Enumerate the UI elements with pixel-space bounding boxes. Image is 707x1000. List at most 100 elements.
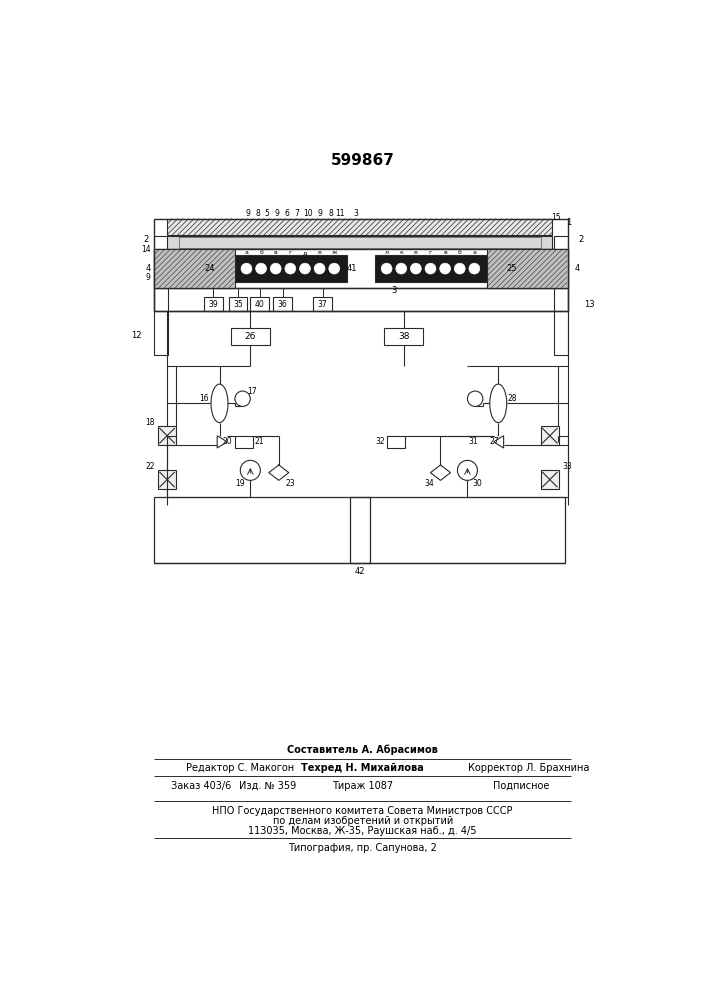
Ellipse shape (490, 384, 507, 423)
Text: по делам изобретений и открытий: по делам изобретений и открытий (273, 816, 453, 826)
Ellipse shape (211, 384, 228, 423)
Bar (154, 235, 168, 355)
Bar (235, 436, 253, 448)
Text: НПО Государственного комитета Совета Министров СССР: НПО Государственного комитета Совета Мин… (213, 806, 513, 816)
Text: г: г (428, 250, 432, 255)
Bar (486, 249, 568, 288)
Circle shape (270, 263, 281, 274)
Bar (375, 255, 486, 282)
Text: к: к (399, 250, 403, 255)
Text: Тираж 1087: Тираж 1087 (332, 781, 393, 791)
Bar (229, 297, 247, 311)
Text: 28: 28 (508, 394, 517, 403)
Text: 19: 19 (235, 479, 245, 488)
Text: Изд. № 359: Изд. № 359 (239, 781, 296, 791)
Bar (154, 219, 568, 311)
Text: ж: ж (332, 250, 337, 255)
Text: 9: 9 (275, 209, 280, 218)
Circle shape (425, 263, 436, 274)
Text: 12: 12 (131, 331, 141, 340)
Bar (158, 426, 176, 445)
Text: 38: 38 (398, 332, 409, 341)
Bar (350, 497, 565, 563)
Circle shape (240, 460, 260, 480)
Circle shape (411, 263, 421, 274)
Text: 9: 9 (146, 273, 151, 282)
Text: Подписное: Подписное (493, 781, 549, 791)
Circle shape (457, 460, 477, 480)
Circle shape (314, 263, 325, 274)
Bar (154, 249, 568, 288)
Text: 3: 3 (354, 209, 358, 218)
Text: 8: 8 (256, 209, 260, 218)
Text: л: л (385, 250, 389, 255)
Text: 33: 33 (563, 462, 573, 471)
Text: 11: 11 (336, 209, 345, 218)
Bar (158, 470, 176, 489)
Text: 599867: 599867 (331, 153, 395, 168)
Bar (167, 235, 552, 249)
Text: 30: 30 (472, 479, 482, 488)
Text: Составитель А. Абрасимов: Составитель А. Абрасимов (287, 745, 438, 755)
Text: 17: 17 (247, 387, 257, 396)
Circle shape (300, 263, 310, 274)
Circle shape (381, 263, 392, 274)
Bar (235, 255, 346, 282)
Circle shape (455, 263, 465, 274)
Bar (179, 237, 541, 248)
Text: г: г (288, 250, 292, 255)
Circle shape (241, 263, 252, 274)
Text: 27: 27 (489, 437, 499, 446)
Text: 113035, Москва, Ж-35, Раушская наб., д. 4/5: 113035, Москва, Ж-35, Раушская наб., д. … (248, 826, 477, 836)
Circle shape (469, 263, 480, 274)
Text: 42: 42 (354, 567, 365, 576)
Text: 14: 14 (141, 245, 151, 254)
Text: 3: 3 (392, 286, 397, 295)
Text: в: в (274, 250, 278, 255)
Text: 23: 23 (286, 479, 295, 488)
Circle shape (440, 263, 450, 274)
Text: 20: 20 (223, 437, 232, 446)
Text: Техред Н. Михайлова: Техред Н. Михайлова (301, 763, 424, 773)
Bar (387, 436, 405, 448)
Text: 13: 13 (584, 300, 595, 309)
Bar (154, 497, 370, 563)
Text: 6: 6 (284, 209, 289, 218)
Text: в: в (443, 250, 447, 255)
Text: б: б (259, 250, 263, 255)
Text: Редактор С. Макогон: Редактор С. Макогон (187, 763, 295, 773)
Text: 8: 8 (328, 209, 333, 218)
Text: 5: 5 (265, 209, 269, 218)
Text: 41: 41 (346, 264, 357, 273)
Circle shape (329, 263, 339, 274)
Text: 35: 35 (233, 300, 243, 309)
Text: 34: 34 (424, 479, 434, 488)
Text: 2: 2 (579, 235, 584, 244)
Bar (313, 297, 332, 311)
Text: а: а (245, 250, 248, 255)
Bar (385, 328, 423, 345)
Text: 32: 32 (375, 437, 385, 446)
Bar (231, 328, 269, 345)
Text: 24: 24 (204, 264, 215, 273)
Bar (554, 235, 568, 355)
Bar (541, 470, 559, 489)
Text: 25: 25 (507, 264, 518, 273)
Bar (274, 297, 292, 311)
Text: 15: 15 (551, 213, 561, 222)
Text: 37: 37 (318, 300, 327, 309)
Circle shape (285, 263, 296, 274)
Text: 40: 40 (255, 300, 264, 309)
Text: е: е (317, 250, 322, 255)
Text: 22: 22 (146, 462, 155, 471)
Text: 4: 4 (145, 264, 151, 273)
Text: 2: 2 (143, 235, 148, 244)
Bar (250, 297, 269, 311)
Bar (154, 249, 235, 288)
Text: Корректор Л. Брахнина: Корректор Л. Брахнина (468, 763, 590, 773)
Text: 31: 31 (468, 437, 478, 446)
Text: 18: 18 (146, 418, 155, 427)
Text: Типография, пр. Сапунова, 2: Типография, пр. Сапунова, 2 (288, 843, 437, 853)
Circle shape (396, 263, 407, 274)
Text: 9: 9 (245, 209, 250, 218)
